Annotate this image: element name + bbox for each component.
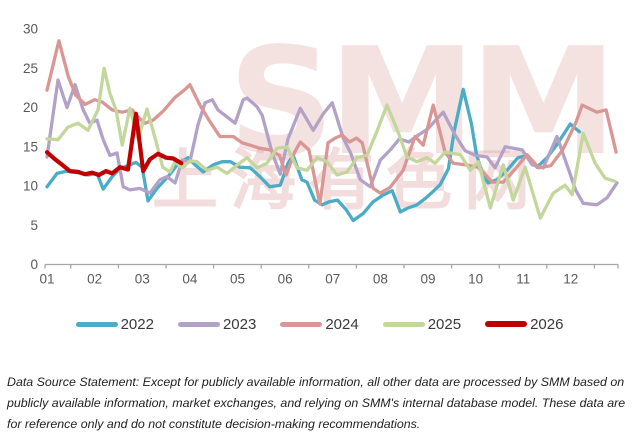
chart-area: SMM 上海有色网 0 5 10 15 20 25 30 01 02 03 04 05 06 07 08 09… bbox=[23, 22, 619, 287]
x-axis-month-label: 07 bbox=[325, 272, 340, 287]
y-axis-tick-label: 10 bbox=[23, 179, 38, 194]
series-line-2025 bbox=[45, 66, 617, 220]
y-axis-tick-label: 20 bbox=[23, 100, 38, 115]
y-axis-tick-label: 15 bbox=[23, 139, 38, 154]
x-axis-month-label: 02 bbox=[87, 272, 102, 287]
x-axis-month-label: 08 bbox=[373, 272, 388, 287]
data-source-statement: Data Source Statement: Except for public… bbox=[7, 372, 635, 435]
x-axis-month-label: 09 bbox=[420, 272, 435, 287]
footer-line: Data Source Statement: Except for public… bbox=[7, 375, 625, 389]
x-axis-month-label: 04 bbox=[182, 272, 198, 287]
chart-legend: 2022 2023 2024 2025 2026 bbox=[0, 311, 639, 337]
legend-swatch-2026 bbox=[485, 321, 528, 327]
legend-swatch-2025 bbox=[382, 321, 425, 327]
x-axis-month-label: 10 bbox=[468, 272, 483, 287]
y-axis-tick-label: 30 bbox=[23, 22, 38, 37]
legend-swatch-2022 bbox=[75, 321, 118, 327]
series-line-2026 bbox=[44, 111, 184, 178]
x-axis-month-label: 03 bbox=[135, 272, 150, 287]
legend-label-2023: 2023 bbox=[222, 315, 257, 333]
footer-line: for reference only and do not constitute… bbox=[7, 417, 421, 431]
series-line-2023 bbox=[45, 78, 619, 207]
footer-line: publicly available information, market e… bbox=[7, 396, 626, 410]
legend-label-2022: 2022 bbox=[120, 315, 154, 333]
x-axis-month-label: 06 bbox=[278, 272, 293, 287]
legend-item-2026: 2026 bbox=[485, 316, 563, 333]
legend-label-2025: 2025 bbox=[427, 315, 462, 333]
legend-item-2024: 2024 bbox=[280, 315, 359, 333]
x-axis-month-label: 01 bbox=[39, 272, 54, 287]
x-axis-month-label: 12 bbox=[563, 272, 578, 287]
legend-item-2022: 2022 bbox=[75, 315, 154, 333]
legend-label-2024: 2024 bbox=[325, 315, 359, 333]
legend-swatch-2024 bbox=[280, 321, 323, 327]
y-axis-tick-label: 25 bbox=[23, 61, 38, 76]
legend-label-2026: 2026 bbox=[530, 315, 564, 333]
legend-item-2023: 2023 bbox=[177, 315, 257, 333]
y-axis-tick-label: 0 bbox=[30, 257, 38, 272]
y-axis-tick-label: 5 bbox=[30, 218, 38, 233]
legend-swatch-2023 bbox=[177, 321, 220, 327]
legend-item-2025: 2025 bbox=[382, 315, 462, 333]
x-axis-month-label: 05 bbox=[230, 272, 245, 287]
x-axis-month-label: 11 bbox=[516, 272, 530, 287]
